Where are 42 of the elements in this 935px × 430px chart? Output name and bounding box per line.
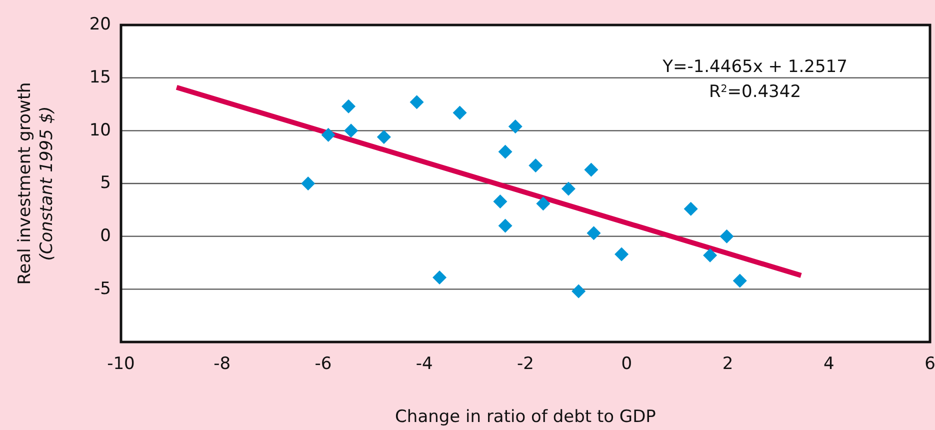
x-tick-label: -10 xyxy=(107,354,135,374)
x-tick-label: -8 xyxy=(214,354,231,374)
point xyxy=(301,176,316,190)
x-tick-label: -6 xyxy=(314,354,332,374)
point xyxy=(344,124,358,138)
point xyxy=(703,248,718,262)
point xyxy=(508,119,522,134)
point xyxy=(528,158,543,173)
x-tick-label: -4 xyxy=(416,354,433,374)
y-tick-label: 5 xyxy=(100,173,111,194)
point xyxy=(498,144,512,159)
y-tick-label: 20 xyxy=(89,14,111,35)
point xyxy=(493,194,508,208)
point xyxy=(561,182,576,196)
point xyxy=(452,106,467,120)
y-tick-label: 10 xyxy=(89,120,111,140)
point xyxy=(321,128,336,142)
point xyxy=(536,196,550,211)
x-tick-label: -2 xyxy=(517,354,534,374)
annotation: R$^{2}$=0.4342 xyxy=(708,82,802,102)
point xyxy=(684,202,698,216)
point xyxy=(376,130,391,144)
point xyxy=(732,274,747,288)
point xyxy=(720,229,734,244)
point xyxy=(432,270,447,285)
annotation: Y=-1.4465x + 1.2517 xyxy=(662,57,848,77)
y-tick-label: -5 xyxy=(94,278,111,299)
point xyxy=(498,218,512,233)
point xyxy=(410,95,424,110)
point xyxy=(342,99,356,114)
x-tick-label: 0 xyxy=(621,354,632,374)
x-axis-title: Change in ratio of debt to GDP xyxy=(395,407,656,427)
point xyxy=(614,247,629,262)
y-tick-label: 15 xyxy=(89,67,111,88)
point xyxy=(572,284,586,298)
x-tick-label: 2 xyxy=(722,354,734,374)
y-tick-label: 0 xyxy=(100,226,111,246)
x-tick-label: 4 xyxy=(823,354,834,374)
point xyxy=(586,226,601,240)
point xyxy=(584,162,598,177)
y-axis-title: Real investment growth (Constant 1995 $) xyxy=(15,82,57,285)
x-tick-label: 6 xyxy=(924,354,935,374)
